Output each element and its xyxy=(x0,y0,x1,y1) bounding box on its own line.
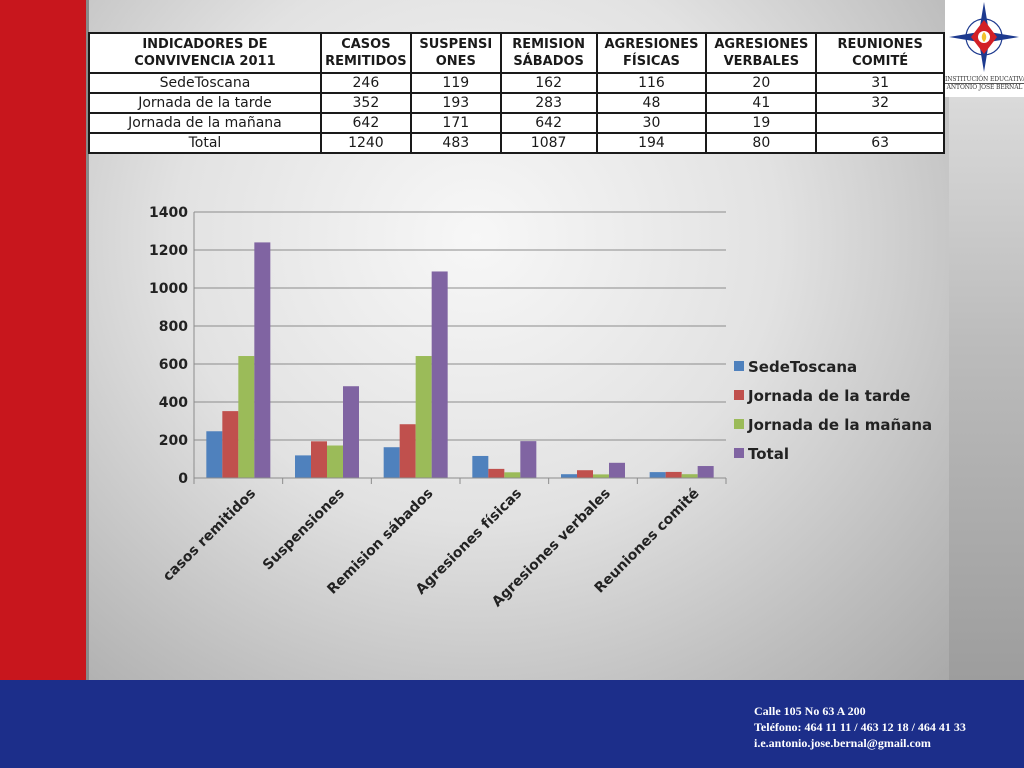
table-header-row: INDICADORES DE CONVIVENCIA 2011 CASOS RE… xyxy=(88,32,945,74)
logo-text-line1: INSTITUCIÓN EDUCATIVA xyxy=(945,76,1024,84)
contact-info: Calle 105 No 63 A 200 Teléfono: 464 11 1… xyxy=(754,703,966,751)
bar xyxy=(472,455,489,478)
table-row: Jornada de la tarde 352 193 283 48 41 32 xyxy=(88,92,945,114)
compass-rose-icon xyxy=(949,2,1019,72)
footer-phone: Teléfono: 464 11 11 / 463 12 18 / 464 41… xyxy=(754,720,966,734)
table-cell: 48 xyxy=(595,92,708,114)
bar xyxy=(311,441,327,478)
indicators-bar-chart: 0 200 400 600 800 1000 1200 1400 casos remitidos… xyxy=(149,205,932,610)
table-cell: 32 xyxy=(815,92,945,114)
table-cell: Total xyxy=(88,132,322,154)
bar xyxy=(488,468,505,478)
table-cell: 80 xyxy=(705,132,818,154)
x-tick-label: casos remitidos xyxy=(160,486,259,585)
table-cell: 63 xyxy=(815,132,945,154)
table-cell: 194 xyxy=(595,132,708,154)
header-remision-sabados: REMISION SÁBADOS xyxy=(499,32,598,74)
bar xyxy=(504,472,521,478)
table-cell: 642 xyxy=(499,112,598,134)
table-cell: 642 xyxy=(319,112,412,134)
table-cell: Jornada de la mañana xyxy=(88,112,322,134)
bar xyxy=(415,356,432,478)
bar xyxy=(665,471,682,478)
left-red-strip xyxy=(0,0,88,680)
y-tick-label: 400 xyxy=(159,395,188,411)
bar xyxy=(295,455,311,478)
y-tick-label: 800 xyxy=(159,319,188,335)
header-suspensiones: SUSPENSI ONES xyxy=(409,32,502,74)
table-cell: 116 xyxy=(595,72,708,94)
bar xyxy=(577,470,593,478)
header-indicadores: INDICADORES DE CONVIVENCIA 2011 xyxy=(88,32,322,74)
header-casos-remitidos: CASOS REMITIDOS xyxy=(319,32,412,74)
bar xyxy=(609,462,625,478)
table-cell: 171 xyxy=(409,112,502,134)
table-cell: 30 xyxy=(595,112,708,134)
bar xyxy=(222,411,239,478)
legend-label: SedeToscana xyxy=(748,358,857,376)
table-row: SedeToscana 246 119 162 116 20 31 xyxy=(88,72,945,94)
legend-swatch xyxy=(734,390,744,400)
header-reuniones-comite: REUNIONES COMITÉ xyxy=(815,32,945,74)
table-cell: 41 xyxy=(705,92,818,114)
bar xyxy=(681,474,698,478)
right-panel xyxy=(949,0,1024,680)
y-tick-label: 1400 xyxy=(149,205,188,221)
table-row: Jornada de la mañana 642 171 642 30 19 xyxy=(88,112,945,134)
institution-logo: INSTITUCIÓN EDUCATIVA ANTONIO JOSÉ BERNA… xyxy=(945,0,1024,97)
header-agresiones-verbales: AGRESIONES VERBALES xyxy=(705,32,818,74)
table-cell: 283 xyxy=(499,92,598,114)
table-cell: SedeToscana xyxy=(88,72,322,94)
left-strip-edge xyxy=(86,0,89,680)
legend-swatch xyxy=(734,448,744,458)
indicators-table: INDICADORES DE CONVIVENCIA 2011 CASOS RE… xyxy=(88,32,945,154)
bar xyxy=(520,441,537,478)
table-cell xyxy=(815,112,945,134)
bar xyxy=(399,424,416,478)
bar xyxy=(593,474,609,478)
table-cell: 1087 xyxy=(499,132,598,154)
y-tick-label: 200 xyxy=(159,433,188,449)
bar xyxy=(327,445,343,478)
table-cell: Jornada de la tarde xyxy=(88,92,322,114)
table-cell: 119 xyxy=(409,72,502,94)
legend-swatch xyxy=(734,419,744,429)
bar xyxy=(238,356,255,478)
table-cell: 246 xyxy=(319,72,412,94)
bar xyxy=(254,242,271,478)
legend-label: Jornada de la tarde xyxy=(747,387,910,405)
logo-text-line2: ANTONIO JOSÉ BERNAL xyxy=(946,84,1023,91)
bar xyxy=(383,447,400,478)
table-cell: 31 xyxy=(815,72,945,94)
table-cell: 193 xyxy=(409,92,502,114)
bar xyxy=(561,474,577,478)
table-cell: 483 xyxy=(409,132,502,154)
table-cell: 162 xyxy=(499,72,598,94)
footer-address: Calle 105 No 63 A 200 xyxy=(754,704,866,718)
bar xyxy=(649,472,666,478)
bar xyxy=(206,431,223,478)
x-tick-label: Suspensiones xyxy=(260,486,348,574)
table-cell: 1240 xyxy=(319,132,412,154)
table-cell: 19 xyxy=(705,112,818,134)
legend-label: Total xyxy=(748,445,789,463)
y-tick-label: 1000 xyxy=(149,281,188,297)
legend-swatch xyxy=(734,361,744,371)
y-tick-label: 600 xyxy=(159,357,188,373)
table-cell: 352 xyxy=(319,92,412,114)
bar xyxy=(697,466,714,478)
table-cell: 20 xyxy=(705,72,818,94)
y-tick-label: 1200 xyxy=(149,243,188,259)
footer-email: i.e.antonio.jose.bernal@gmail.com xyxy=(754,736,931,750)
bar xyxy=(431,271,448,478)
table-row: Total 1240 483 1087 194 80 63 xyxy=(88,132,945,154)
legend-label: Jornada de la mañana xyxy=(747,416,932,434)
bar xyxy=(343,386,359,478)
y-tick-label: 0 xyxy=(178,471,188,487)
footer-bar: Calle 105 No 63 A 200 Teléfono: 464 11 1… xyxy=(0,680,1024,768)
header-agresiones-fisicas: AGRESIONES FÍSICAS xyxy=(595,32,708,74)
